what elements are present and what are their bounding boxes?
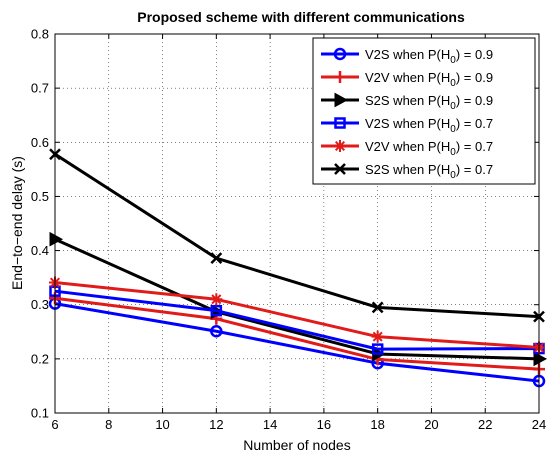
legend-entry: S2S when P(H0) = 0.7 — [321, 162, 493, 181]
x-axis-label: Number of nodes — [243, 437, 350, 453]
legend-label: S2S when P(H0) = 0.7 — [365, 162, 493, 181]
y-tick-label: 0.6 — [31, 135, 49, 150]
y-tick-label: 0.8 — [31, 27, 49, 42]
legend-label: V2S when P(H0) = 0.7 — [365, 116, 493, 135]
legend-entry: V2S when P(H0) = 0.7 — [321, 116, 493, 135]
data-point-marker — [334, 140, 346, 152]
data-point-marker — [334, 163, 346, 175]
legend-label: S2S when P(H0) = 0.9 — [365, 93, 493, 112]
data-point-marker — [210, 293, 223, 306]
series-line — [54, 152, 540, 319]
x-tick-label: 12 — [209, 417, 223, 432]
y-tick-label: 0.1 — [31, 406, 49, 421]
data-point-marker — [333, 47, 347, 61]
legend-entry: S2S when P(H0) = 0.9 — [321, 92, 493, 112]
series-line — [54, 302, 540, 383]
y-tick-label: 0.5 — [31, 189, 49, 204]
data-point-marker — [334, 117, 346, 129]
x-tick-label: 18 — [370, 417, 384, 432]
data-point-marker — [371, 301, 384, 314]
legend: V2S when P(H0) = 0.9 V2V when P(H0) = 0.9… — [312, 37, 536, 185]
data-point-marker — [49, 231, 64, 247]
plot-area-frame — [54, 33, 540, 414]
data-point-marker — [334, 71, 346, 83]
legend-entry: V2V when P(H0) = 0.9 — [321, 70, 493, 89]
x-tick-label: 14 — [263, 417, 277, 432]
series-line — [54, 237, 540, 361]
x-tick-label: 10 — [155, 417, 169, 432]
x-tick-label: 6 — [51, 417, 58, 432]
y-tick-label: 0.3 — [31, 297, 49, 312]
chart-title: Proposed scheme with different communica… — [137, 9, 465, 25]
series-line — [54, 296, 540, 371]
y-tick-label: 0.4 — [31, 243, 49, 258]
x-tick-label: 20 — [424, 417, 438, 432]
legend-label: V2V when P(H0) = 0.9 — [365, 70, 493, 89]
y-tick-label: 0.2 — [31, 351, 49, 366]
data-point-marker — [210, 252, 223, 265]
legend-label: V2S when P(H0) = 0.9 — [365, 47, 493, 66]
axis-ticks: 6 8 10 12 14 16 18 20 22 24 0.1 0.2 0.3 0.4 0.5 0.6 0.7 0… — [31, 27, 546, 433]
data-point-marker — [334, 92, 349, 108]
data-point-marker — [371, 343, 384, 355]
series-line — [54, 289, 540, 351]
y-axis-label: End−to−end delay (s) — [9, 156, 25, 290]
x-tick-label: 24 — [532, 417, 546, 432]
legend-box — [312, 37, 536, 185]
y-tick-label: 0.7 — [31, 81, 49, 96]
grid — [55, 34, 539, 413]
legend-label: V2V when P(H0) = 0.7 — [365, 139, 493, 158]
data-point-marker — [210, 304, 223, 317]
series-line — [54, 281, 540, 349]
data-point-marker — [371, 330, 384, 343]
plot-series — [48, 148, 548, 388]
x-tick-label: 22 — [478, 417, 492, 432]
data-point-marker — [210, 324, 223, 338]
legend-entry: V2S when P(H0) = 0.9 — [321, 47, 493, 66]
x-tick-label: 8 — [105, 417, 112, 432]
x-tick-label: 16 — [317, 417, 331, 432]
legend-entry: V2V when P(H0) = 0.7 — [321, 139, 493, 158]
